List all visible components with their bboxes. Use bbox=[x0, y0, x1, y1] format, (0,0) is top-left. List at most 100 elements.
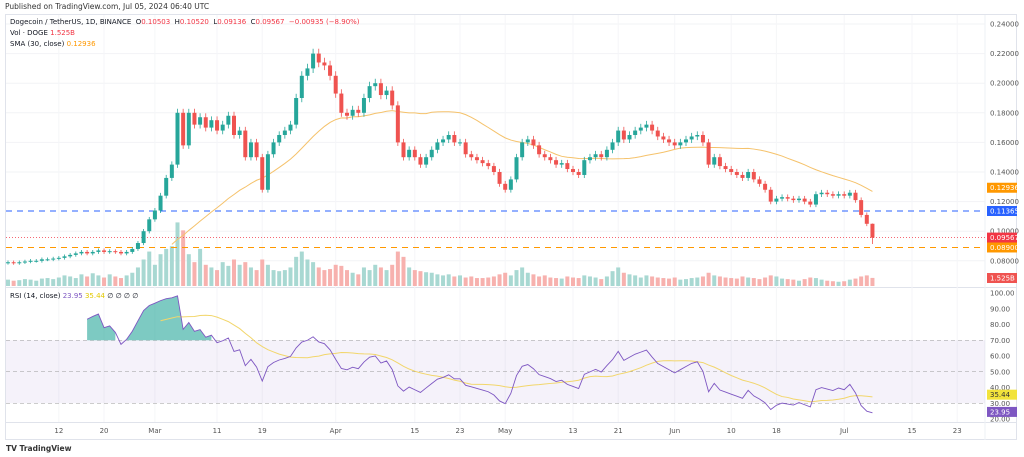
candle bbox=[395, 101, 400, 146]
volume-bar bbox=[311, 262, 316, 286]
candle-body bbox=[356, 109, 361, 113]
candle bbox=[384, 86, 389, 100]
candle-body bbox=[260, 157, 265, 190]
candle-body bbox=[429, 149, 434, 158]
candle bbox=[277, 131, 282, 146]
candle-body bbox=[373, 83, 378, 87]
candle-body bbox=[17, 262, 22, 264]
x-tick-label: 20 bbox=[100, 427, 109, 435]
candle-body bbox=[627, 135, 632, 140]
symbol-title: Dogecoin / TetherUS, 1D, BINANCE bbox=[10, 18, 132, 26]
candle-body bbox=[220, 124, 225, 131]
candle-body bbox=[480, 160, 485, 164]
sma-value: 0.12936 bbox=[66, 40, 96, 48]
candle bbox=[209, 116, 214, 132]
volume-bar bbox=[192, 262, 197, 286]
volume-bar bbox=[813, 278, 818, 286]
volume-bar bbox=[655, 277, 660, 286]
candle bbox=[6, 260, 10, 265]
volume-bar bbox=[604, 276, 609, 286]
volume-bar bbox=[616, 267, 621, 286]
candle-body bbox=[288, 124, 293, 131]
candle bbox=[700, 131, 705, 146]
rsi-y-tick-label: 90.00 bbox=[990, 305, 1010, 313]
volume-bar bbox=[497, 274, 502, 286]
candle bbox=[452, 131, 457, 146]
candle bbox=[192, 108, 197, 129]
candle bbox=[542, 150, 547, 161]
candle bbox=[853, 189, 858, 203]
volume-bar bbox=[90, 273, 95, 286]
candle bbox=[723, 162, 728, 173]
candle bbox=[271, 138, 276, 158]
volume-bar bbox=[870, 277, 875, 286]
volume-bar bbox=[610, 271, 615, 286]
rsi-y-tick-label: 50.00 bbox=[990, 368, 1010, 376]
x-tick-label: Apr bbox=[330, 427, 342, 435]
candle bbox=[164, 174, 169, 199]
candle bbox=[474, 153, 479, 164]
volume-bar bbox=[175, 222, 180, 286]
volume-bar bbox=[797, 280, 801, 286]
volume-bar bbox=[853, 278, 858, 286]
rsi-value: 23.95 bbox=[62, 292, 83, 300]
volume-bar bbox=[198, 248, 203, 286]
candle bbox=[373, 78, 378, 91]
candle-body bbox=[576, 172, 581, 175]
candle-body bbox=[384, 90, 389, 96]
rsi-y-tick-label: 40.00 bbox=[990, 384, 1010, 392]
candle-body bbox=[695, 135, 700, 137]
rsi-y-tick-label: 80.00 bbox=[990, 321, 1010, 329]
tv-logo-icon: 𝗧𝗩 bbox=[6, 444, 17, 453]
candle bbox=[345, 108, 349, 120]
candle bbox=[181, 108, 186, 149]
candle-body bbox=[254, 142, 259, 158]
x-tick-label: 23 bbox=[953, 427, 962, 435]
candle-body bbox=[791, 198, 796, 201]
x-tick-label: 13 bbox=[569, 427, 578, 435]
candle-body bbox=[497, 172, 502, 184]
price-badge bbox=[987, 232, 1017, 243]
candle bbox=[198, 113, 203, 129]
volume-bar bbox=[802, 279, 807, 286]
volume-bar bbox=[158, 254, 163, 286]
candle bbox=[418, 153, 423, 168]
candle bbox=[152, 207, 157, 222]
volume-bar bbox=[503, 272, 508, 286]
price-badge-label: 0.09567 bbox=[990, 234, 1019, 242]
candle-body bbox=[734, 172, 739, 175]
candle-body bbox=[446, 135, 451, 140]
candle-body bbox=[706, 142, 711, 165]
candle-body bbox=[870, 223, 875, 238]
candle-body bbox=[435, 142, 440, 150]
volume-bar bbox=[825, 280, 830, 286]
candle bbox=[554, 156, 559, 168]
candle-body bbox=[322, 62, 327, 66]
candle-body bbox=[395, 105, 400, 143]
volume-bar bbox=[429, 272, 434, 286]
rsi-badge bbox=[987, 389, 1017, 400]
candle bbox=[785, 194, 790, 202]
volume-legend[interactable]: Vol · DOGE 1.525B bbox=[10, 29, 75, 37]
candle-body bbox=[294, 98, 299, 125]
candle-body bbox=[152, 210, 157, 220]
candle bbox=[350, 105, 355, 120]
candle-body bbox=[813, 194, 818, 205]
volume-bar bbox=[237, 264, 242, 286]
volume-bar bbox=[73, 278, 78, 286]
candle-body bbox=[102, 250, 107, 252]
volume-bar bbox=[559, 278, 564, 286]
rsi-legend[interactable]: RSI (14, close) 23.95 35.44 ∅ ∅ ∅ ∅ bbox=[10, 292, 139, 300]
volume-bar bbox=[633, 275, 638, 286]
tradingview-logo[interactable]: 𝗧𝗩 TradingView bbox=[6, 444, 72, 453]
volume-bar bbox=[587, 276, 592, 286]
candle-body bbox=[73, 253, 78, 255]
sma-legend[interactable]: SMA (30, close) 0.12936 bbox=[10, 40, 96, 48]
candle-body bbox=[367, 86, 372, 98]
published-note: Published on TradingView.com, Jul 05, 20… bbox=[5, 2, 210, 11]
candle-body bbox=[226, 115, 231, 125]
candle-body bbox=[316, 53, 321, 63]
candle-body bbox=[508, 179, 513, 190]
volume-bar bbox=[124, 275, 129, 286]
